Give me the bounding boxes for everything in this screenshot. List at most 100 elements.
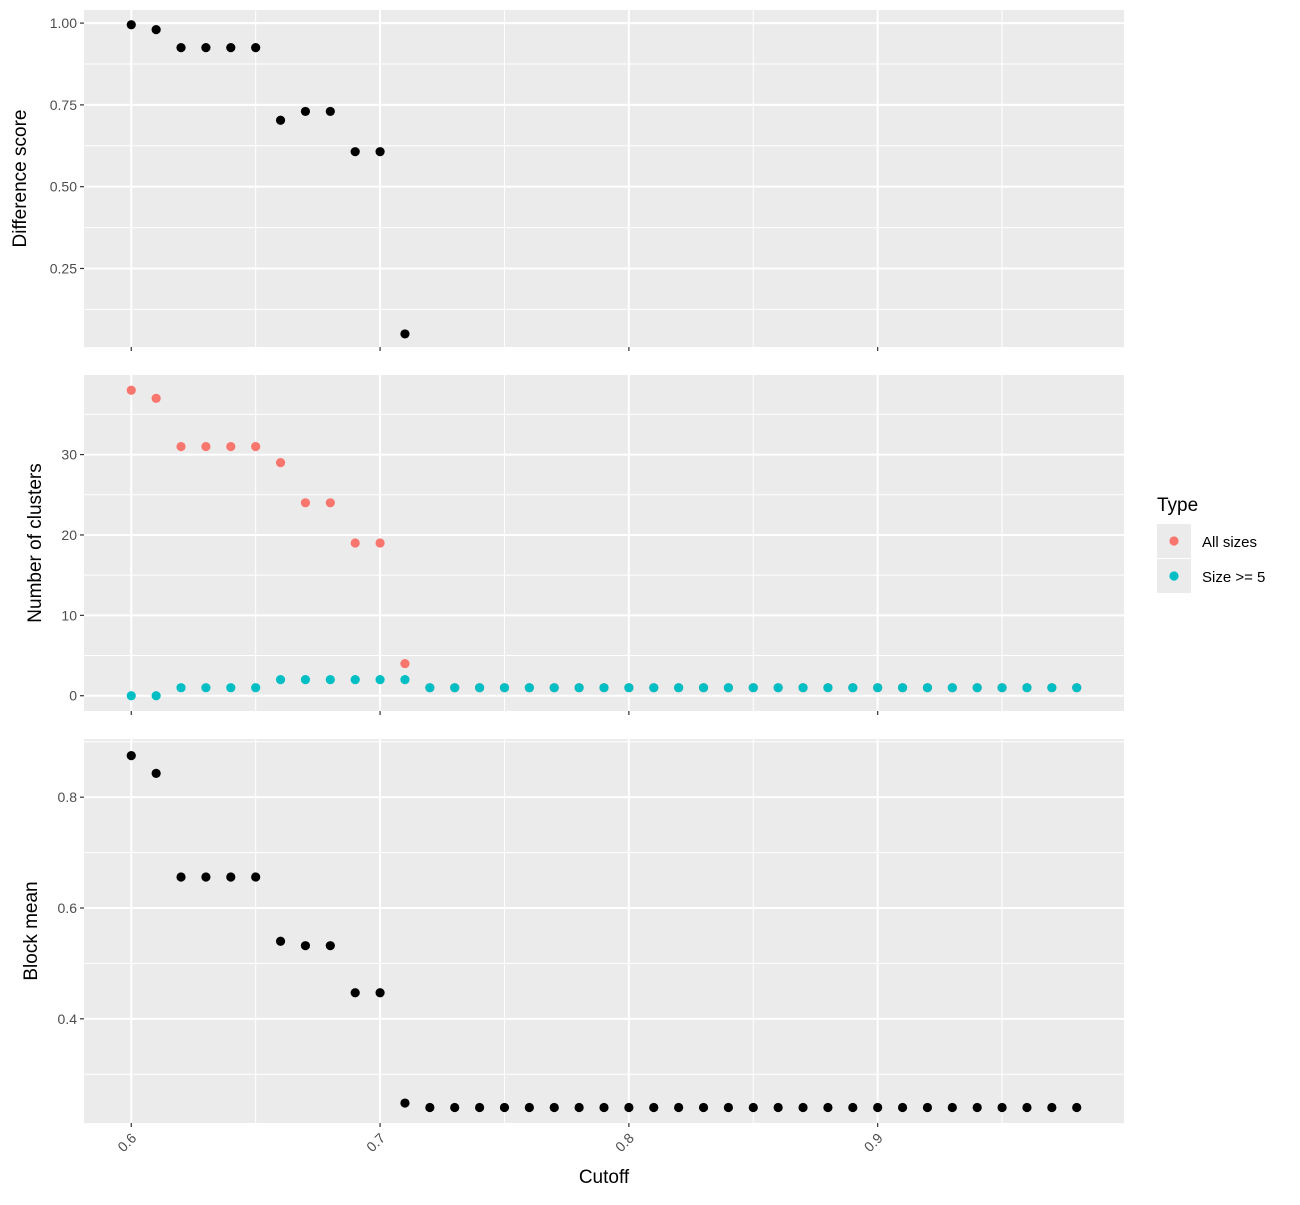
data-point-clusters-all-sizes [126,385,136,395]
data-point-clusters-size-ge-5 [251,683,261,693]
data-point-blockmean [275,936,286,946]
data-point-clusters-size-ge-5 [674,683,684,693]
data-point-clusters-size-ge-5 [1047,683,1057,693]
data-point-clusters-size-ge-5 [798,683,808,693]
y-tick-label: 0.4 [58,1011,78,1027]
data-point-blockmean [773,1102,783,1113]
data-point-clusters-size-ge-5 [947,683,957,693]
data-point-clusters-size-ge-5 [972,683,982,693]
legend: Type All sizes Size >= 5 [1157,495,1265,593]
panel-background [84,739,1124,1123]
y-tick-label: 0.8 [58,789,78,805]
data-point-clusters-all-sizes [275,458,286,468]
data-point-clusters-size-ge-5 [997,683,1007,693]
data-point-clusters-all-sizes [251,441,261,452]
legend-label: Size >= 5 [1202,569,1265,586]
data-point-blockmean [972,1102,982,1113]
data-point-clusters-size-ge-5 [325,675,335,685]
data-point-blockmean [524,1102,534,1113]
legend-label: All sizes [1202,534,1257,551]
x-tick-label: 0.6 [114,1130,139,1155]
data-point-blockmean [450,1102,460,1113]
data-point-difference [126,20,136,30]
data-point-difference [350,147,360,157]
data-point-clusters-size-ge-5 [773,683,783,693]
data-point-difference [176,43,186,53]
data-point-difference [400,329,410,339]
legend-title: Type [1157,495,1198,516]
panel-difference: 0.25 0.50 0.75 1.00 Difference score [10,10,1124,351]
data-point-blockmean [251,872,261,882]
data-point-clusters-size-ge-5 [922,683,933,693]
y-tick-label: 0.75 [50,97,77,113]
data-point-difference [251,43,261,53]
data-point-clusters-size-ge-5 [176,683,186,693]
data-point-blockmean [549,1102,559,1113]
data-point-clusters-size-ge-5 [873,683,883,693]
x-tick-label: 0.9 [861,1130,886,1155]
y-tick-label: 10 [61,607,77,623]
data-point-clusters-size-ge-5 [649,683,659,693]
legend-key-point [1169,571,1179,581]
data-point-blockmean [649,1102,659,1113]
data-point-clusters-size-ge-5 [226,683,236,693]
y-axis-title: Difference score [10,110,31,248]
data-point-clusters-size-ge-5 [823,683,833,693]
x-tick-label: 0.8 [612,1130,637,1155]
data-point-blockmean [748,1102,758,1113]
y-tick-label: 20 [61,527,77,543]
data-point-clusters-size-ge-5 [748,683,758,693]
data-point-clusters-size-ge-5 [524,683,534,693]
data-point-clusters-size-ge-5 [549,683,559,693]
data-point-blockmean [400,1098,410,1108]
data-point-clusters-all-sizes [400,658,410,669]
y-tick-label: 0.6 [58,900,78,916]
legend-key-point [1169,536,1179,546]
data-point-clusters-size-ge-5 [300,675,311,685]
data-point-blockmean [599,1102,609,1113]
data-point-difference [151,25,161,35]
data-point-clusters-size-ge-5 [599,683,609,693]
data-point-clusters-all-sizes [201,441,211,452]
data-point-blockmean [1047,1102,1057,1113]
data-point-blockmean [698,1102,709,1113]
data-point-clusters-all-sizes [226,441,236,452]
data-point-blockmean [922,1102,933,1113]
data-point-blockmean [1072,1102,1082,1113]
y-tick-label: 0.25 [50,260,77,276]
data-point-clusters-size-ge-5 [848,683,858,693]
data-point-blockmean [947,1102,957,1113]
data-point-clusters-size-ge-5 [1022,683,1032,693]
data-point-clusters-size-ge-5 [1072,683,1082,693]
data-point-clusters-size-ge-5 [425,683,435,693]
x-axis-title: Cutoff [579,1167,630,1188]
data-point-difference [375,147,385,157]
data-point-blockmean [176,872,186,882]
data-point-clusters-size-ge-5 [151,691,161,701]
data-point-clusters-all-sizes [325,498,335,508]
data-point-clusters-size-ge-5 [624,683,634,693]
y-tick-label: 1.00 [50,15,77,31]
y-axis-title: Number of clusters [25,463,46,622]
data-point-clusters-size-ge-5 [474,683,485,693]
data-point-clusters-size-ge-5 [499,683,510,693]
y-tick-label: 0 [69,688,77,704]
data-point-blockmean [126,751,136,761]
data-point-clusters-size-ge-5 [126,691,136,701]
data-point-clusters-size-ge-5 [698,683,709,693]
data-point-blockmean [997,1102,1007,1113]
y-axis-title: Block mean [21,881,42,980]
data-point-difference [275,115,286,125]
panel-blockmean: 0.4 0.6 0.8 Block mean [21,739,1124,1127]
panel-background [84,375,1124,711]
data-point-blockmean [474,1102,485,1113]
data-point-blockmean [723,1102,734,1113]
data-point-clusters-size-ge-5 [723,683,734,693]
data-point-clusters-size-ge-5 [897,683,908,693]
data-point-blockmean [624,1102,634,1113]
data-point-blockmean [151,768,161,778]
data-point-clusters-size-ge-5 [375,675,385,685]
data-point-clusters-all-sizes [350,538,360,548]
